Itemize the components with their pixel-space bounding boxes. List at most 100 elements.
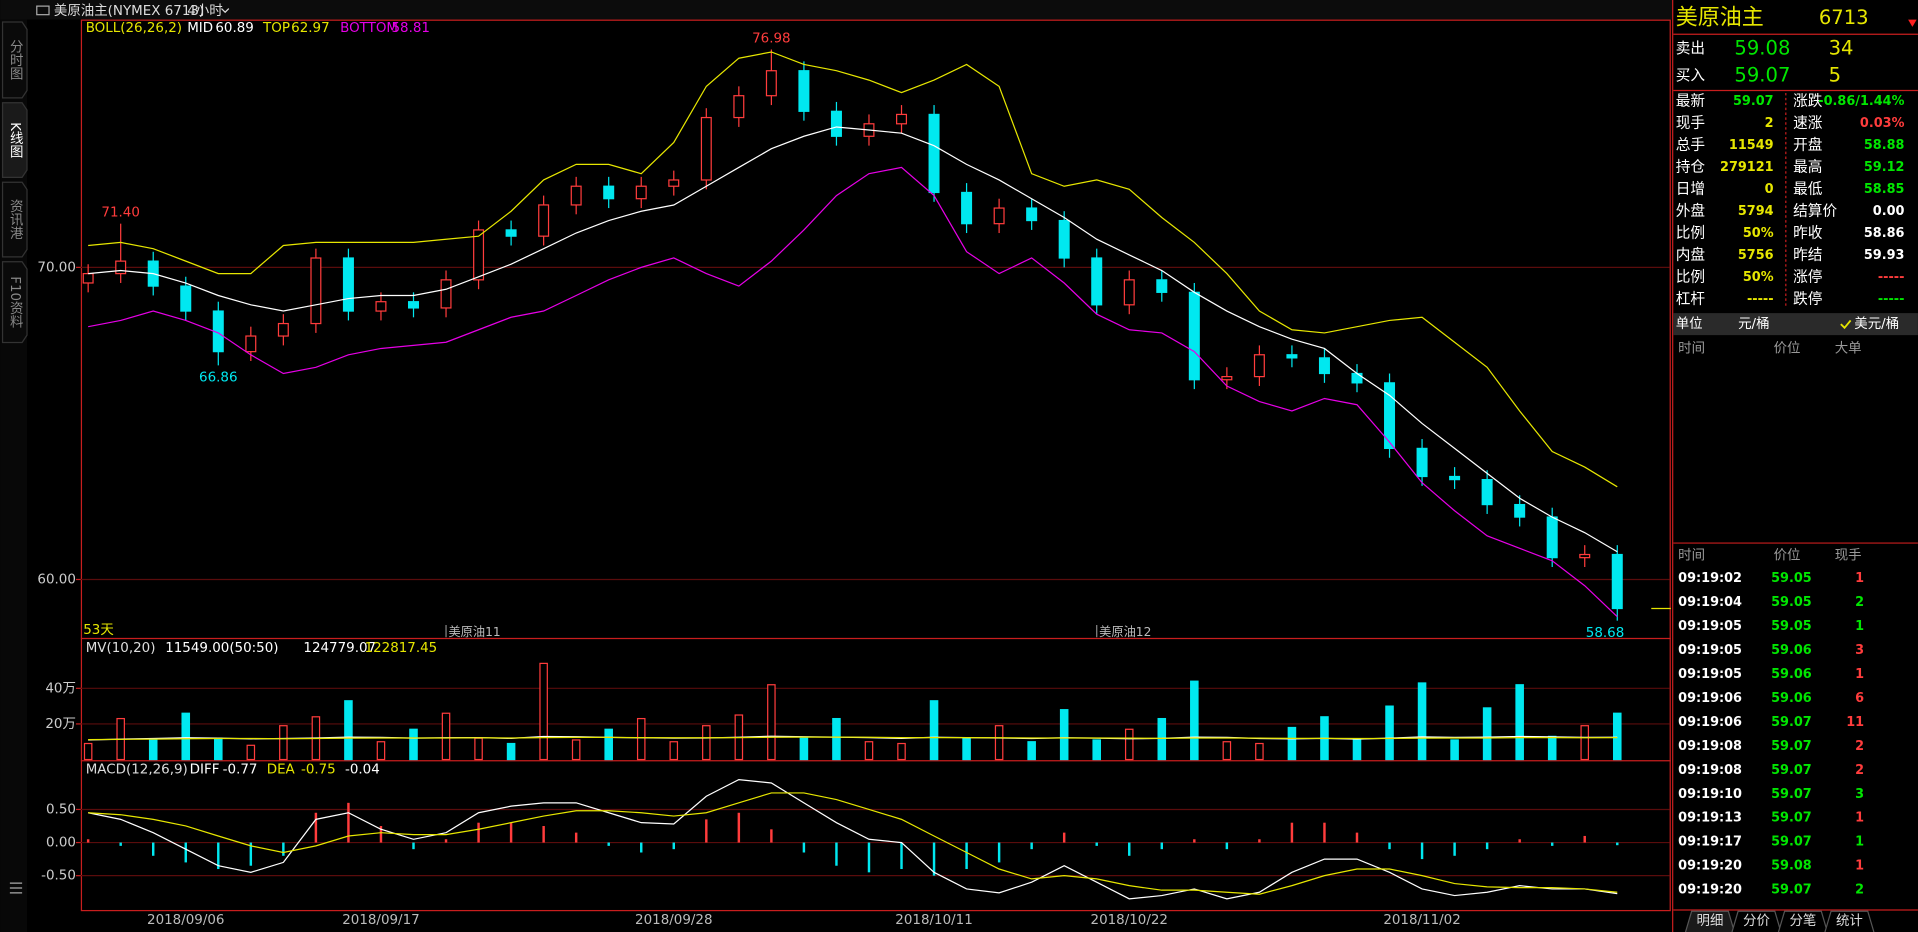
panel-tab[interactable]	[1731, 910, 1782, 932]
volume-bar	[1417, 682, 1427, 761]
volume-bar	[1612, 712, 1622, 761]
trade-volume: 1	[1855, 859, 1864, 874]
sidebar-tab[interactable]	[1, 261, 28, 344]
panel-tab-label[interactable]: 分笔	[1789, 913, 1816, 929]
sidebar-tab[interactable]	[1, 21, 28, 99]
candle-body	[1416, 447, 1428, 478]
quote-value: -0.86/1.44%	[1818, 94, 1904, 109]
unit-option[interactable]: 元/桶	[1738, 316, 1769, 332]
trade-volume: 1	[1855, 667, 1864, 682]
x-tick-label: 2018/10/11	[895, 913, 972, 928]
volume-bar	[1515, 684, 1524, 761]
trade-price: 59.07	[1771, 883, 1812, 898]
sidebar-tab-label: 分时图	[7, 40, 24, 81]
candle-body	[896, 113, 908, 125]
volume-bar	[474, 737, 483, 761]
boll-line	[88, 166, 1618, 618]
volume-bar	[1482, 707, 1492, 761]
extreme-label: 71.40	[101, 206, 139, 221]
legend-value: 62.97	[291, 21, 329, 36]
panel-tab-label[interactable]: 统计	[1836, 913, 1863, 929]
volume-bar	[181, 712, 191, 761]
volume-bar	[506, 742, 516, 761]
y-tick-label: 20万	[45, 717, 76, 732]
quote-value: -----	[1878, 270, 1905, 285]
book-price: 59.08	[1734, 36, 1790, 59]
unit-option[interactable]: 美元/桶	[1854, 316, 1899, 332]
indicator-label[interactable]: BOLL(26,26,2)	[86, 21, 182, 36]
volume-bar	[539, 662, 548, 761]
volume-bar	[636, 717, 646, 761]
quote-label: 总手	[1676, 137, 1705, 154]
candle-body	[1514, 503, 1526, 518]
candle-body	[277, 322, 289, 337]
trade-price: 59.05	[1771, 571, 1812, 586]
quote-value: 50%	[1743, 270, 1774, 285]
period-selector[interactable]: 4小时	[187, 3, 222, 19]
corner-marker	[1908, 19, 1917, 27]
trade-volume: 1	[1855, 571, 1864, 586]
sidebar-tab[interactable]	[1, 181, 28, 258]
trade-time: 09:19:20	[1678, 859, 1742, 874]
candle-body	[928, 113, 940, 194]
trade-price: 59.05	[1771, 595, 1812, 610]
trade-time: 09:19:10	[1678, 787, 1742, 802]
contract-label: 美原油12	[1099, 625, 1151, 639]
panel-tab-label[interactable]: 分价	[1743, 913, 1770, 929]
volume-bar	[1027, 741, 1036, 761]
panel-tab[interactable]	[1684, 910, 1736, 932]
quote-value: 5794	[1738, 204, 1774, 219]
candle-body	[668, 179, 680, 187]
candle-body	[1221, 376, 1233, 381]
quote-label: 涨停	[1793, 269, 1822, 286]
trade-price: 59.07	[1771, 763, 1812, 778]
quote-label: 最低	[1793, 181, 1823, 198]
panel-tab[interactable]	[1777, 910, 1828, 932]
indicator-label[interactable]: MACD(12,26,9)	[86, 762, 188, 777]
volume-bar	[994, 725, 1004, 761]
quote-label: 持仓	[1676, 159, 1706, 176]
legend-name: DEA	[267, 762, 296, 777]
trade-volume: 2	[1855, 763, 1864, 778]
book-volume: 5	[1829, 63, 1841, 86]
trade-time: 09:19:06	[1678, 691, 1742, 706]
quote-label: 现手	[1676, 115, 1705, 132]
plot: 70.00 60.00 2018/09/06 2018/09/17 美原油11 2018/…	[37, 21, 1671, 928]
column-header: 时间	[1678, 341, 1705, 357]
quote-panel	[1672, 0, 1918, 932]
trade-time: 09:19:20	[1678, 883, 1742, 898]
candle-body	[1058, 219, 1070, 259]
volume-bar	[1190, 680, 1199, 761]
trade-time: 09:19:04	[1678, 595, 1742, 610]
panel-tab-label[interactable]: 明细	[1697, 913, 1724, 929]
quote-label: 速涨	[1793, 115, 1823, 132]
y-tick-label: 40万	[45, 681, 76, 696]
trade-volume: 2	[1855, 595, 1864, 610]
panel-tab[interactable]	[1824, 910, 1875, 932]
candle-body	[538, 204, 550, 237]
candle-body	[82, 272, 94, 284]
sidebar-tab[interactable]	[1, 102, 28, 178]
extreme-label: 58.68	[1586, 626, 1624, 641]
volume-bar	[1255, 742, 1264, 761]
quote-value: 5756	[1738, 248, 1774, 263]
trade-price: 59.06	[1771, 667, 1812, 682]
book-price: 59.07	[1734, 63, 1790, 86]
quote-label: 结算价	[1793, 203, 1837, 220]
menu-icon[interactable]	[9, 882, 23, 894]
indicator-label[interactable]: MV(10,20)	[86, 641, 156, 656]
quote-value: 0.00	[1873, 204, 1905, 219]
volume-bar	[1287, 726, 1297, 761]
candle-body	[603, 185, 615, 200]
legend-name: BOTTOM	[340, 21, 398, 36]
trade-price: 59.07	[1771, 835, 1812, 850]
volume-bar	[376, 741, 386, 761]
candle-body	[570, 185, 582, 206]
legend-value: 122817.45	[365, 641, 438, 656]
trade-time: 09:19:13	[1678, 811, 1742, 826]
extreme-label: 66.86	[199, 371, 237, 386]
